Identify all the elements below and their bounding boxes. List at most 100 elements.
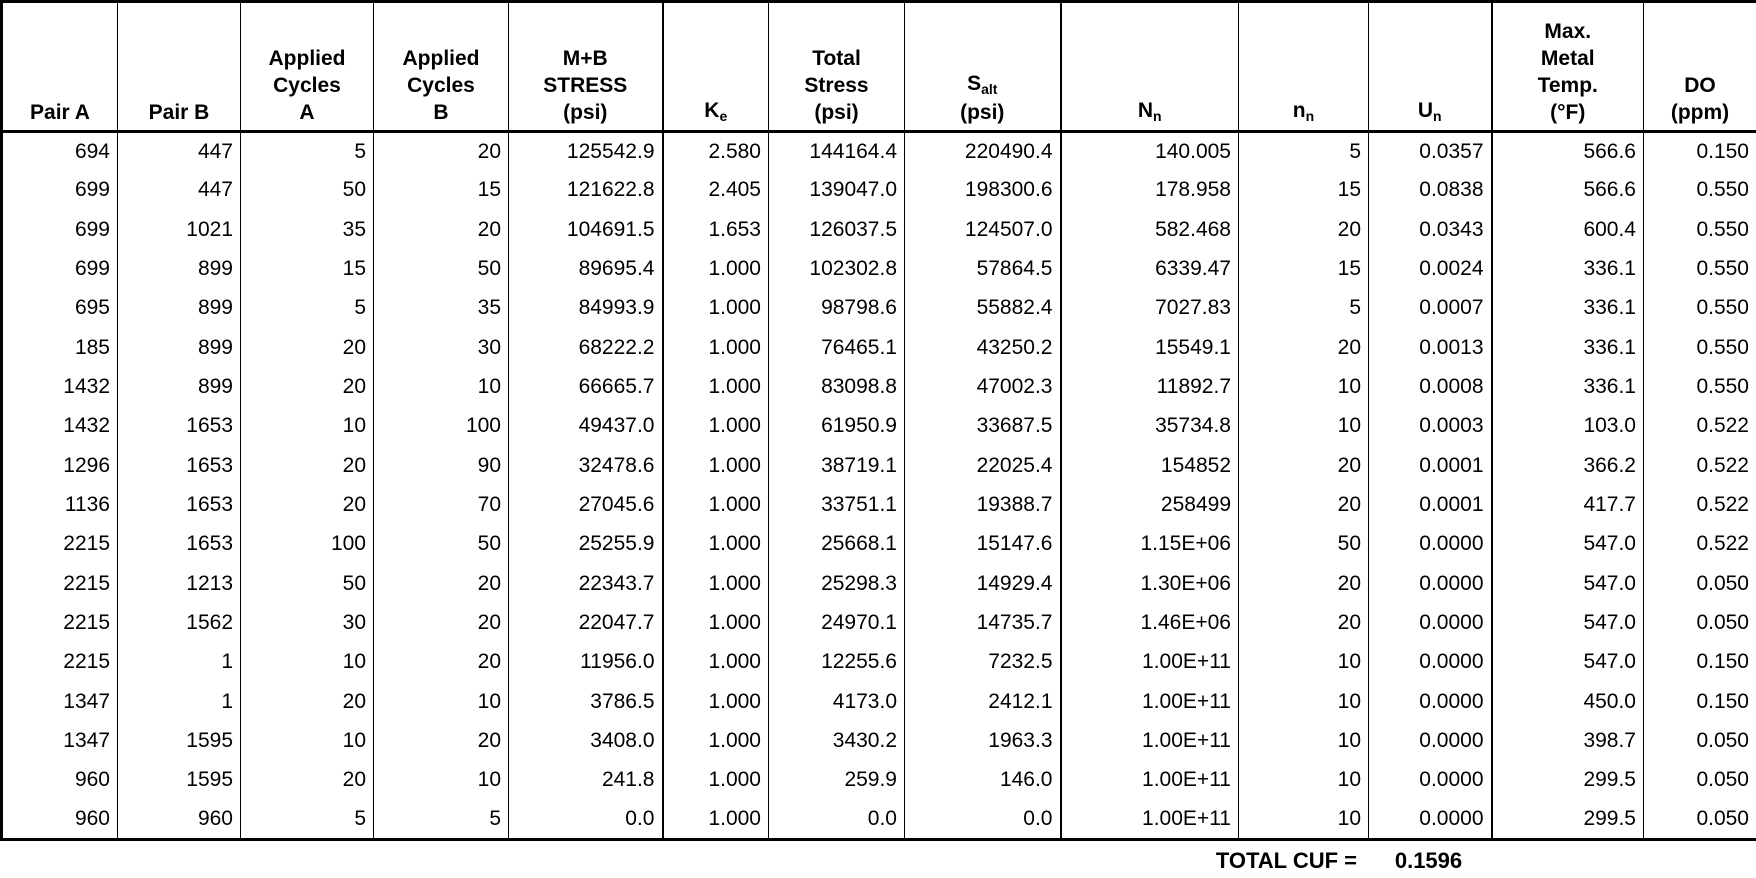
cell-n-cap: 11892.7 xyxy=(1059,367,1239,407)
cell-applied-cycles-b: 30 xyxy=(373,328,509,368)
table-row: 1347 1 20 10 3786.5 1.000 4173.0 2412.1 1.00E+11… xyxy=(1,682,1756,722)
cell-n-cap: 1.00E+11 xyxy=(1059,760,1239,801)
cell-ke: 1.000 xyxy=(661,524,769,565)
cell-applied-cycles-a: 10 xyxy=(240,642,374,683)
cell-mb-stress: 121622.8 xyxy=(508,170,663,211)
cell-total-stress: 102302.8 xyxy=(768,249,905,289)
cell-pair-a: 1432 xyxy=(1,367,118,407)
table-row: 2215 1213 50 20 22343.7 1.000 25298.3 14929.4 1.… xyxy=(1,564,1756,604)
cell-pair-a: 1432 xyxy=(1,406,118,447)
cell-pair-b: 899 xyxy=(117,249,241,289)
cell-u-n: 0.0001 xyxy=(1368,446,1492,486)
cell-total-stress: 61950.9 xyxy=(768,406,905,447)
total-row: TOTAL CUF = 0.1596 xyxy=(0,843,1756,878)
cell-total-stress: 98798.6 xyxy=(768,288,905,329)
cell-s-alt: 55882.4 xyxy=(904,288,1061,329)
cell-total-stress: 12255.6 xyxy=(768,642,905,683)
cell-total-stress: 33751.1 xyxy=(768,485,905,525)
cell-ke: 1.000 xyxy=(661,406,769,447)
cell-mb-stress: 104691.5 xyxy=(508,210,663,250)
cell-n-cap: 1.00E+11 xyxy=(1059,721,1239,761)
cell-pair-b: 1021 xyxy=(117,210,241,250)
cell-pair-b: 447 xyxy=(117,131,241,171)
cell-mb-stress: 3786.5 xyxy=(508,682,663,722)
cell-applied-cycles-a: 5 xyxy=(240,131,374,171)
cell-max-metal-temp: 566.6 xyxy=(1490,131,1644,171)
cell-u-n: 0.0000 xyxy=(1368,603,1492,643)
cell-n-low: 20 xyxy=(1238,603,1369,643)
cell-n-cap: 178.958 xyxy=(1059,170,1239,211)
cell-total-stress: 139047.0 xyxy=(768,170,905,211)
cell-total-stress: 126037.5 xyxy=(768,210,905,250)
cell-n-cap: 1.30E+06 xyxy=(1059,564,1239,604)
cell-pair-a: 960 xyxy=(1,800,118,840)
cell-s-alt: 14735.7 xyxy=(904,603,1061,643)
cell-mb-stress: 22047.7 xyxy=(508,603,663,643)
table-row: 699 1021 35 20 104691.5 1.653 126037.5 124507.0… xyxy=(1,210,1756,250)
cell-u-n: 0.0000 xyxy=(1368,564,1492,604)
cell-u-n: 0.0008 xyxy=(1368,367,1492,407)
cell-total-stress: 0.0 xyxy=(768,800,905,840)
cell-total-stress: 259.9 xyxy=(768,760,905,801)
cell-do: 0.050 xyxy=(1643,603,1756,643)
cell-max-metal-temp: 450.0 xyxy=(1490,682,1644,722)
cell-n-low: 10 xyxy=(1238,367,1369,407)
cell-applied-cycles-a: 5 xyxy=(240,800,374,840)
cell-s-alt: 220490.4 xyxy=(904,131,1061,171)
cell-applied-cycles-b: 10 xyxy=(373,682,509,722)
subscript: n xyxy=(1153,108,1162,124)
cell-pair-a: 699 xyxy=(1,249,118,289)
cell-pair-b: 899 xyxy=(117,288,241,329)
cell-do: 0.150 xyxy=(1643,642,1756,683)
cell-do: 0.150 xyxy=(1643,131,1756,171)
cell-do: 0.050 xyxy=(1643,760,1756,801)
cell-u-n: 0.0013 xyxy=(1368,328,1492,368)
cell-u-n: 0.0000 xyxy=(1368,682,1492,722)
column-header-u-n: Un xyxy=(1368,1,1492,132)
cell-applied-cycles-b: 20 xyxy=(373,603,509,643)
cell-mb-stress: 68222.2 xyxy=(508,328,663,368)
cell-applied-cycles-a: 50 xyxy=(240,564,374,604)
subscript: e xyxy=(719,108,728,124)
cell-max-metal-temp: 547.0 xyxy=(1490,524,1644,565)
cell-pair-b: 1213 xyxy=(117,564,241,604)
table-row: 1296 1653 20 90 32478.6 1.000 38719.1 22025.4 15… xyxy=(1,446,1756,486)
cell-u-n: 0.0000 xyxy=(1368,760,1492,801)
cell-n-cap: 258499 xyxy=(1059,485,1239,525)
fatigue-usage-table: Pair A Pair B Applied Cycles A Applied Cycles B… xyxy=(0,0,1756,841)
cell-ke: 1.000 xyxy=(661,249,769,289)
cell-max-metal-temp: 299.5 xyxy=(1490,760,1644,801)
cell-pair-b: 1653 xyxy=(117,485,241,525)
cell-pair-b: 899 xyxy=(117,367,241,407)
cell-pair-a: 2215 xyxy=(1,642,118,683)
cell-mb-stress: 241.8 xyxy=(508,760,663,801)
cell-applied-cycles-b: 20 xyxy=(373,131,509,171)
cell-u-n: 0.0000 xyxy=(1368,721,1492,761)
cell-do: 0.522 xyxy=(1643,524,1756,565)
cell-applied-cycles-a: 10 xyxy=(240,721,374,761)
cell-pair-b: 1595 xyxy=(117,760,241,801)
cell-ke: 2.580 xyxy=(661,131,769,171)
cell-do: 0.050 xyxy=(1643,800,1756,840)
cell-applied-cycles-b: 35 xyxy=(373,288,509,329)
cell-max-metal-temp: 547.0 xyxy=(1490,603,1644,643)
table-row: 185 899 20 30 68222.2 1.000 76465.1 43250.2 1554… xyxy=(1,328,1756,368)
table-row: 1432 899 20 10 66665.7 1.000 83098.8 47002.3 118… xyxy=(1,367,1756,407)
cell-applied-cycles-a: 20 xyxy=(240,328,374,368)
cell-do: 0.550 xyxy=(1643,288,1756,329)
cell-max-metal-temp: 336.1 xyxy=(1490,249,1644,289)
cell-n-low: 20 xyxy=(1238,485,1369,525)
cell-applied-cycles-b: 5 xyxy=(373,800,509,840)
subscript: n xyxy=(1433,108,1442,124)
cell-applied-cycles-b: 10 xyxy=(373,367,509,407)
cell-n-low: 20 xyxy=(1238,564,1369,604)
cell-applied-cycles-a: 100 xyxy=(240,524,374,565)
cell-max-metal-temp: 336.1 xyxy=(1490,367,1644,407)
cell-applied-cycles-a: 20 xyxy=(240,367,374,407)
column-header-pair-b: Pair B xyxy=(117,1,241,132)
cell-u-n: 0.0000 xyxy=(1368,524,1492,565)
cell-mb-stress: 27045.6 xyxy=(508,485,663,525)
cell-applied-cycles-a: 20 xyxy=(240,485,374,525)
cell-do: 0.522 xyxy=(1643,446,1756,486)
cell-pair-a: 1347 xyxy=(1,682,118,722)
